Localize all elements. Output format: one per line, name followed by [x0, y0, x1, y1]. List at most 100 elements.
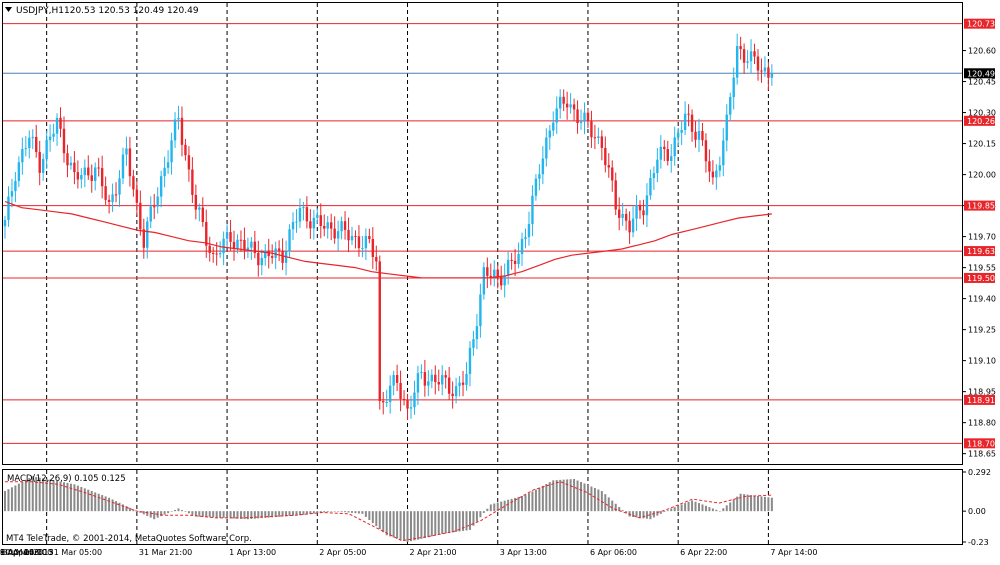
candle-body	[416, 373, 420, 393]
price-tick-label: 119.40	[968, 295, 996, 304]
macd-bar	[531, 491, 534, 512]
macd-bar	[562, 479, 565, 512]
price-tick-label: 120.45	[968, 78, 996, 87]
macd-bar	[351, 511, 353, 513]
macd-bar	[559, 479, 562, 512]
candle-body	[742, 49, 746, 63]
candles	[3, 33, 774, 421]
candle-body	[277, 248, 281, 251]
candle-body	[194, 194, 198, 210]
macd-bar	[66, 482, 69, 512]
candle-body	[656, 159, 659, 174]
candle-body	[333, 228, 336, 239]
macd-bar	[344, 511, 347, 513]
candle-body	[697, 131, 701, 140]
macd-bar	[389, 511, 392, 537]
macd-bar	[770, 497, 773, 512]
candle-body	[100, 168, 104, 187]
macd-bar	[614, 503, 617, 512]
candle-body	[687, 113, 690, 115]
candle-body	[107, 199, 111, 202]
candle-body	[375, 256, 378, 262]
level-tag	[964, 394, 995, 405]
macd-bar	[239, 511, 242, 519]
candle-body	[538, 174, 541, 179]
macd-bar	[670, 508, 673, 512]
candle-body	[649, 177, 652, 196]
macd-bar	[87, 489, 90, 512]
macd-bar	[7, 489, 10, 512]
candle-body	[392, 375, 395, 386]
macd-bar	[337, 511, 340, 512]
triangle-down-icon[interactable]	[5, 7, 12, 12]
candle-body	[121, 154, 125, 179]
macd-bar	[309, 511, 312, 514]
macd-bar	[219, 511, 222, 518]
macd-bar	[725, 505, 728, 512]
candle-body	[41, 159, 45, 173]
candle-body	[503, 275, 506, 286]
candle-body	[534, 178, 538, 196]
macd-bar	[354, 511, 357, 514]
candle-body	[52, 133, 55, 137]
candle-body	[617, 209, 621, 218]
macd-bar	[462, 511, 465, 531]
candle-body	[316, 215, 319, 218]
candle-body	[10, 191, 14, 197]
ohlc-label: 120.53 120.53 120.49 120.49	[64, 6, 199, 16]
macd-bar	[125, 506, 128, 512]
price-tick-label: 120.60	[968, 47, 996, 56]
macd-bar	[121, 504, 124, 512]
macd-bar	[118, 502, 121, 512]
candle-body	[513, 260, 517, 265]
macd-bar	[666, 510, 669, 512]
candle-body	[763, 67, 767, 72]
candle-body	[239, 239, 243, 241]
candle-body	[291, 221, 295, 230]
macd-bar	[160, 511, 163, 517]
macd-bar	[236, 511, 239, 519]
macd-bar	[635, 511, 638, 518]
candle-body	[753, 51, 756, 57]
candle-body	[24, 148, 28, 150]
candle-body	[184, 144, 187, 156]
macd-bar	[729, 502, 732, 512]
candle-body	[69, 162, 73, 166]
candle-body	[354, 235, 357, 237]
macd-bar	[149, 511, 152, 518]
candle-body	[253, 241, 257, 254]
candle-body	[572, 104, 576, 110]
macd-bar	[305, 511, 308, 515]
candle-body	[722, 140, 725, 166]
candle-body	[631, 218, 635, 233]
candle-body	[201, 207, 204, 222]
macd-bar	[139, 511, 142, 513]
macd-bar	[753, 495, 756, 512]
macd-tick-label: -0.23	[968, 538, 989, 547]
macd-bar	[340, 511, 343, 512]
time-label: 6 Apr 06:00	[590, 548, 637, 557]
candle-body	[659, 146, 663, 160]
candle-body	[62, 128, 66, 154]
candle-body	[770, 73, 774, 78]
candle-body	[225, 232, 229, 239]
candle-body	[382, 400, 385, 403]
macd-bar	[750, 495, 753, 512]
macd-bar	[527, 493, 530, 512]
macd-bar	[652, 511, 655, 518]
candle-body	[399, 382, 402, 399]
candle-body	[607, 165, 610, 168]
level-tag	[964, 272, 995, 283]
macd-bar	[347, 511, 350, 513]
candle-body	[444, 375, 447, 378]
macd-bar	[111, 499, 114, 512]
macd-bar	[319, 511, 322, 513]
candle-body	[38, 152, 41, 173]
macd-bar	[746, 494, 749, 512]
candle-body	[402, 398, 406, 400]
candle-body	[621, 213, 624, 218]
level-tag	[964, 200, 995, 211]
macd-bar	[458, 511, 461, 532]
